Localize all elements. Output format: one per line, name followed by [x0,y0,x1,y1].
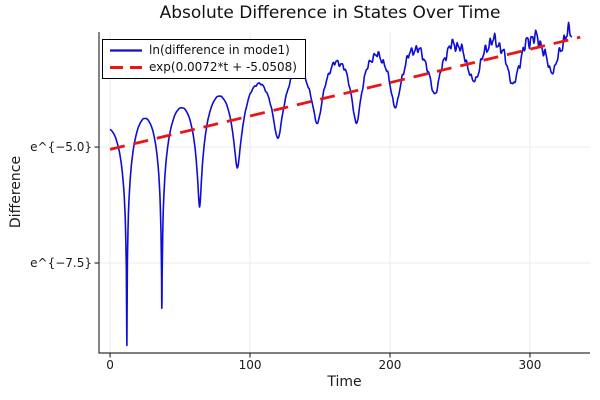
gridlines [99,32,590,353]
y-tick-label: e^{−5.0} [30,140,92,154]
axes [98,32,590,354]
x-tick-label: 100 [239,358,262,372]
axis-spines [98,32,590,354]
legend: ln(difference in mode1) exp(0.0072*t + -… [102,39,306,79]
blue-line-sample-icon [110,48,142,52]
red-fit-line [109,35,581,151]
chart-title: Absolute Difference in States Over Time [159,3,501,23]
x-tick-label: 200 [379,358,402,372]
blue-data-line [109,21,573,347]
tick-marks [94,146,531,358]
x-axis-label: Time [327,374,362,390]
legend-label-blue: ln(difference in mode1) [149,42,290,57]
x-tick-label: 0 [106,358,114,372]
x-tick-label: 300 [519,358,542,372]
red-dashed-line-sample-icon [110,65,142,69]
y-tick-label: e^{−7.5} [30,256,92,270]
legend-label-red: exp(0.0072*t + -5.0508) [149,59,297,74]
tick-labels: 0 100 200 300 e^{−5.0} e^{−7.5} [30,140,541,372]
series-lines [109,21,581,347]
legend-entry-red: exp(0.0072*t + -5.0508) [109,59,299,75]
legend-entry-blue: ln(difference in mode1) [109,42,299,58]
